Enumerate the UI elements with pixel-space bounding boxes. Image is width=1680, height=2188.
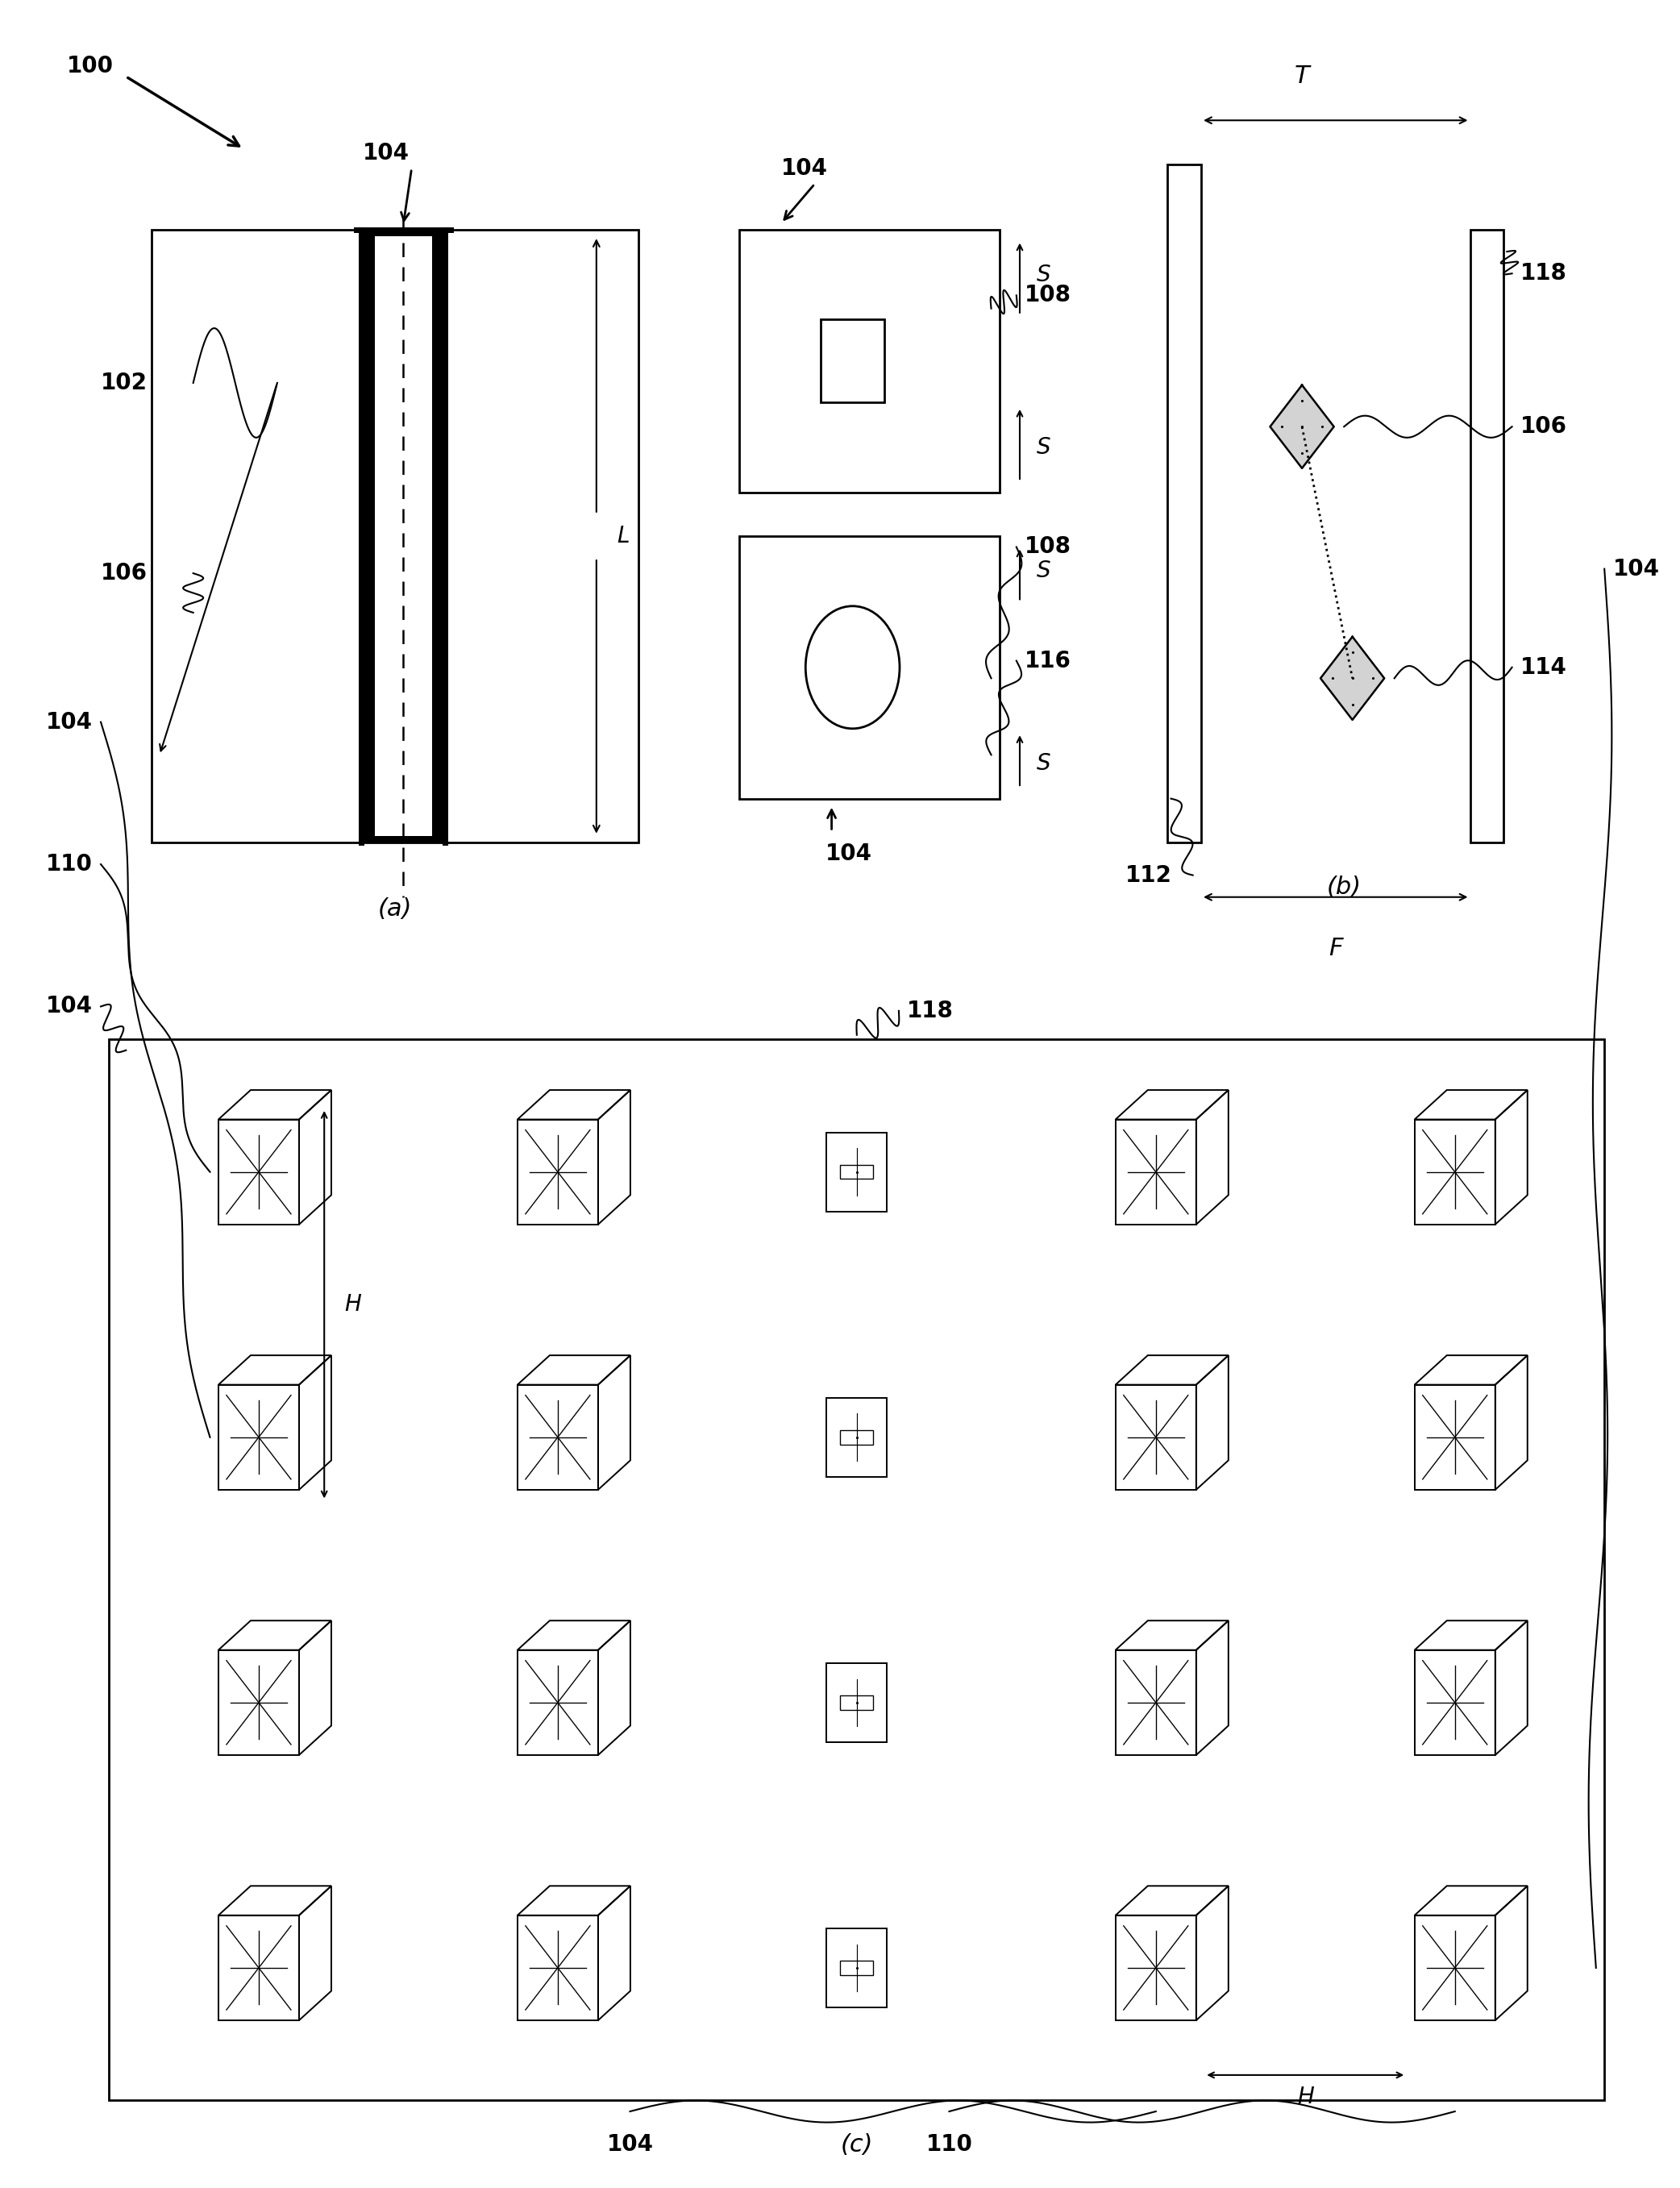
Text: (c): (c) [840,2133,874,2157]
Text: 116: 116 [1025,650,1072,672]
Text: 106: 106 [1520,416,1567,438]
Bar [827,1928,887,2006]
Text: 108: 108 [1025,536,1072,558]
Text: 114: 114 [1520,656,1567,678]
Bar [375,236,432,836]
Text: 110: 110 [45,853,92,875]
Text: 110: 110 [926,2133,973,2155]
Text: 104: 104 [363,142,410,164]
Polygon shape [1320,637,1384,720]
Text: (a): (a) [378,897,412,921]
Text: T: T [1295,63,1309,88]
Text: S: S [1037,753,1050,775]
Bar [151,230,638,842]
Text: 118: 118 [1520,263,1567,284]
Polygon shape [1270,385,1334,468]
Bar [840,1431,874,1444]
Text: 104: 104 [781,158,828,179]
Text: 112: 112 [1126,864,1173,886]
Text: H: H [1297,2085,1314,2109]
Bar [739,536,1000,799]
Text: S: S [1037,560,1050,582]
Bar [109,1039,1604,2100]
Text: 118: 118 [907,1000,954,1022]
Text: 100: 100 [67,55,114,77]
Text: 102: 102 [101,372,148,394]
Text: 104: 104 [1613,558,1660,580]
Bar [827,1133,887,1212]
Text: 104: 104 [45,711,92,733]
Text: L: L [617,525,628,547]
Text: 108: 108 [1025,284,1072,306]
Text: 104: 104 [45,996,92,1017]
Bar [1168,164,1201,842]
Bar [739,230,1000,492]
Text: (b): (b) [1327,875,1361,899]
Bar [820,319,884,403]
Text: S: S [1037,435,1050,459]
Bar [827,1398,887,1477]
Text: F: F [1329,936,1342,961]
Bar [840,1960,874,1976]
Bar [361,230,445,842]
Text: 104: 104 [606,2133,654,2155]
Bar [840,1164,874,1179]
Text: 104: 104 [825,842,872,864]
Text: S: S [1037,263,1050,287]
Circle shape [805,606,900,729]
Bar [1470,230,1504,842]
Text: 106: 106 [101,562,148,584]
Text: H: H [344,1293,361,1315]
Bar [827,1663,887,1742]
Bar [840,1696,874,1709]
